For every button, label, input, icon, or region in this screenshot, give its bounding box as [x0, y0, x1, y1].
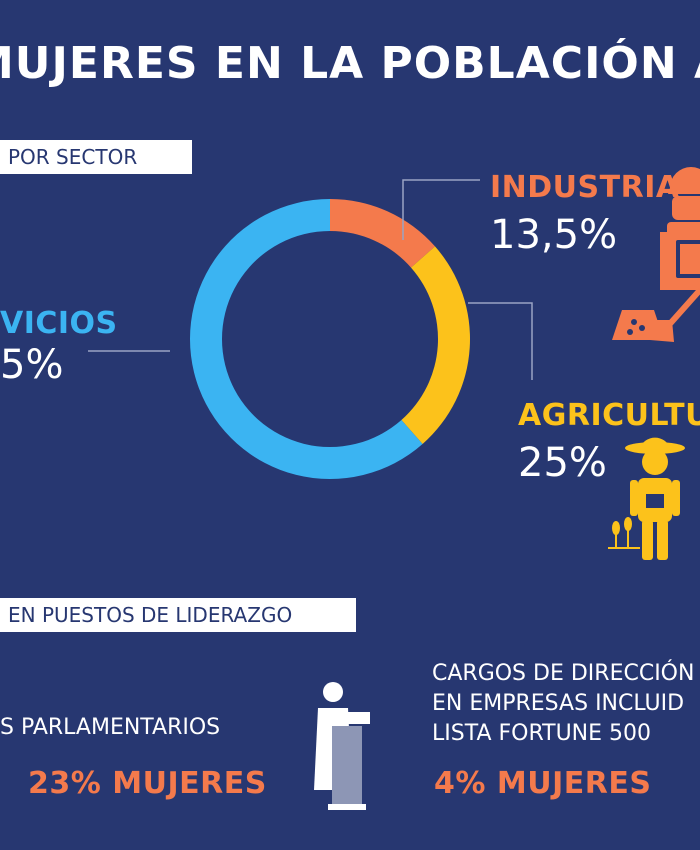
- sector-section-label: POR SECTOR: [0, 140, 192, 174]
- donut-slices: [190, 199, 470, 479]
- speaker-podium-icon: [314, 682, 370, 810]
- fortune-stat: 4% MUJERES: [434, 766, 652, 801]
- industria-percent: 13,5%: [490, 212, 618, 258]
- donut-slice-servicios: [190, 199, 423, 479]
- agricultura-leader-line: [468, 302, 533, 380]
- donut-slice-agricultura: [401, 246, 470, 445]
- fortune-label-line-3: LISTA FORTUNE 500: [432, 721, 652, 746]
- industria-leader-line: [402, 179, 480, 240]
- parliament-stat: 23% MUJERES: [28, 766, 267, 801]
- servicios-percent: 5%: [0, 342, 64, 388]
- wheat-icon: [608, 517, 640, 549]
- parliament-label: S PARLAMENTARIOS: [0, 715, 221, 740]
- leadership-section-label: EN PUESTOS DE LIDERAZGO: [0, 598, 356, 632]
- fortune-label-line-1: CARGOS DE DIRECCIÓN: [432, 661, 695, 686]
- fortune-label-line-2: EN EMPRESAS INCLUID: [432, 691, 685, 716]
- page-title: MUJERES EN LA POBLACIÓN ACTIVA: [0, 38, 700, 89]
- servicios-label: VICIOS: [0, 306, 118, 341]
- donut-slice-industria: [330, 199, 436, 268]
- agricultura-percent: 25%: [518, 440, 607, 486]
- shovel-icon: [650, 288, 700, 342]
- agricultura-label: AGRICULTU: [518, 398, 700, 433]
- industria-label: INDUSTRIA: [490, 170, 680, 205]
- worker-icon: [660, 167, 700, 290]
- farmer-icon: [625, 437, 685, 560]
